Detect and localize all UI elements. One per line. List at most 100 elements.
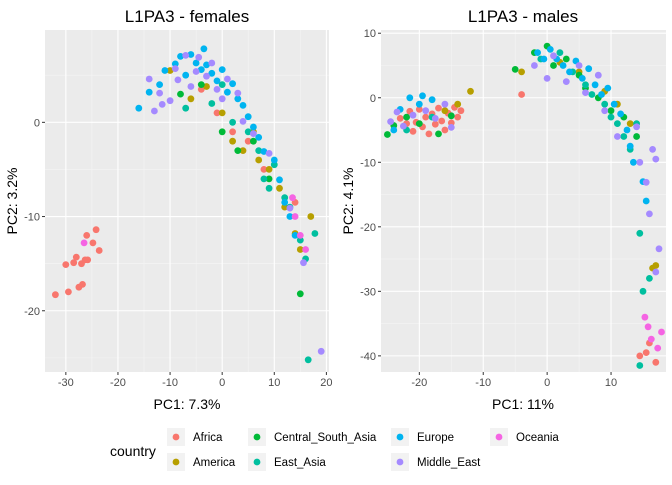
point-europe	[559, 62, 567, 69]
point-europe	[250, 123, 257, 131]
point-east-asia	[182, 104, 190, 112]
point-africa	[72, 253, 80, 261]
point-america	[296, 246, 304, 253]
legend-swatch-central-south-asia	[253, 433, 261, 441]
point-africa	[642, 349, 650, 356]
point-africa	[409, 127, 417, 135]
point-middle-east	[250, 130, 257, 138]
point-africa	[65, 288, 72, 296]
point-america	[652, 262, 660, 269]
point-middle-east	[187, 83, 195, 90]
point-middle-east	[151, 107, 158, 115]
point-europe	[591, 81, 599, 89]
point-europe	[578, 75, 586, 82]
y-tick-label: 10	[364, 28, 376, 40]
point-africa	[213, 109, 221, 117]
point-europe	[255, 134, 263, 141]
point-middle-east	[393, 108, 401, 116]
point-middle-east	[575, 62, 583, 69]
point-europe	[566, 68, 573, 76]
y-tick-label: -30	[360, 286, 376, 298]
point-middle-east	[655, 245, 663, 253]
plot-background-males	[381, 30, 666, 372]
point-america	[265, 166, 273, 173]
point-middle-east	[652, 268, 660, 276]
point-europe	[156, 81, 164, 88]
point-europe	[540, 55, 548, 63]
grid-females	[45, 30, 329, 372]
point-middle-east	[601, 107, 609, 115]
point-oceania	[641, 313, 649, 321]
point-africa	[52, 291, 59, 299]
point-east-asia	[255, 147, 263, 155]
legend-entry-america: America	[167, 453, 236, 471]
point-east-asia	[270, 161, 278, 169]
point-africa	[422, 113, 430, 121]
point-middle-east	[562, 78, 570, 85]
point-oceania	[644, 323, 652, 331]
point-middle-east	[387, 118, 394, 125]
point-europe	[276, 176, 283, 184]
point-central-south-asia	[296, 290, 304, 298]
legend-label-africa: Africa	[193, 432, 223, 444]
point-middle-east	[550, 52, 557, 60]
point-africa	[431, 120, 439, 128]
legend-swatch-middle-east	[396, 458, 404, 466]
point-europe	[286, 213, 294, 220]
point-europe	[406, 94, 414, 102]
panel-title-females: L1PA3 - females	[125, 7, 249, 26]
point-europe	[428, 96, 436, 104]
y-tick-label: -10	[24, 212, 40, 224]
point-europe	[213, 77, 221, 85]
point-middle-east	[531, 62, 538, 69]
point-middle-east	[174, 76, 182, 84]
point-africa	[229, 128, 237, 136]
point-middle-east	[633, 123, 640, 131]
point-middle-east	[286, 204, 294, 212]
point-america	[218, 109, 226, 117]
point-africa	[89, 239, 97, 247]
point-europe	[244, 113, 252, 121]
point-east-asia	[636, 362, 644, 369]
point-central-south-asia	[511, 66, 519, 73]
point-europe	[390, 126, 398, 134]
point-oceania	[296, 232, 304, 239]
point-middle-east	[234, 89, 242, 97]
point-africa	[518, 91, 525, 98]
point-east-asia	[311, 230, 319, 237]
point-europe	[145, 88, 153, 96]
point-central-south-asia	[250, 137, 257, 145]
point-east-asia	[260, 175, 268, 183]
x-axis-label-females: PC1: 7.3%	[154, 396, 221, 412]
legend-swatch-oceania	[495, 433, 503, 441]
point-europe	[585, 65, 593, 73]
point-middle-east	[642, 178, 650, 186]
point-middle-east	[447, 124, 455, 131]
x-tick-label: -30	[58, 377, 74, 389]
point-america	[518, 68, 525, 76]
point-africa	[79, 281, 86, 288]
ticks-males: -20 -10 0 10 10 0 -10 -20 -30 -40	[360, 28, 617, 389]
y-tick-label: 0	[370, 93, 376, 105]
point-central-south-asia	[435, 130, 442, 138]
point-central-south-asia	[562, 55, 570, 63]
ticks-females: -30 -20 -10 0 10 20 0 -10 -20	[24, 117, 332, 389]
point-europe	[218, 66, 226, 73]
point-europe	[270, 156, 278, 164]
point-europe	[642, 197, 650, 205]
point-africa	[441, 126, 449, 134]
point-america	[276, 184, 283, 192]
point-middle-east	[582, 89, 589, 96]
point-east-asia	[636, 229, 644, 237]
point-east-asia	[582, 81, 589, 89]
point-europe	[604, 84, 612, 92]
point-middle-east	[649, 146, 656, 153]
point-america	[203, 83, 210, 90]
point-middle-east	[182, 52, 190, 59]
point-east-asia	[281, 194, 289, 202]
x-tick-label: 10	[268, 377, 280, 389]
point-east-asia	[614, 120, 621, 127]
point-africa	[438, 117, 446, 125]
point-middle-east	[422, 107, 430, 115]
point-central-south-asia	[177, 90, 184, 98]
